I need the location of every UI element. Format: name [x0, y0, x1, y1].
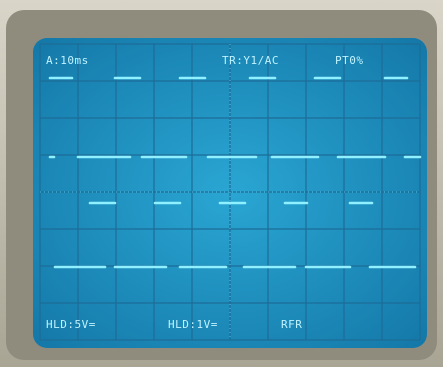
- pretrigger-label: PT0%: [335, 54, 364, 67]
- channel-2-label: HLD:1V=: [168, 318, 218, 331]
- channel-1-label: HLD:5V=: [46, 318, 96, 331]
- trigger-label: TR:Y1/AC: [222, 54, 279, 67]
- oscilloscope-photo: A:10ms TR:Y1/AC PT0% HLD:5V= HLD:1V= RFR: [0, 0, 443, 367]
- mode-label: RFR: [281, 318, 302, 331]
- page: A:10ms TR:Y1/AC PT0% HLD:5V= HLD:1V= RFR…: [0, 0, 443, 367]
- timebase-label: A:10ms: [46, 54, 89, 67]
